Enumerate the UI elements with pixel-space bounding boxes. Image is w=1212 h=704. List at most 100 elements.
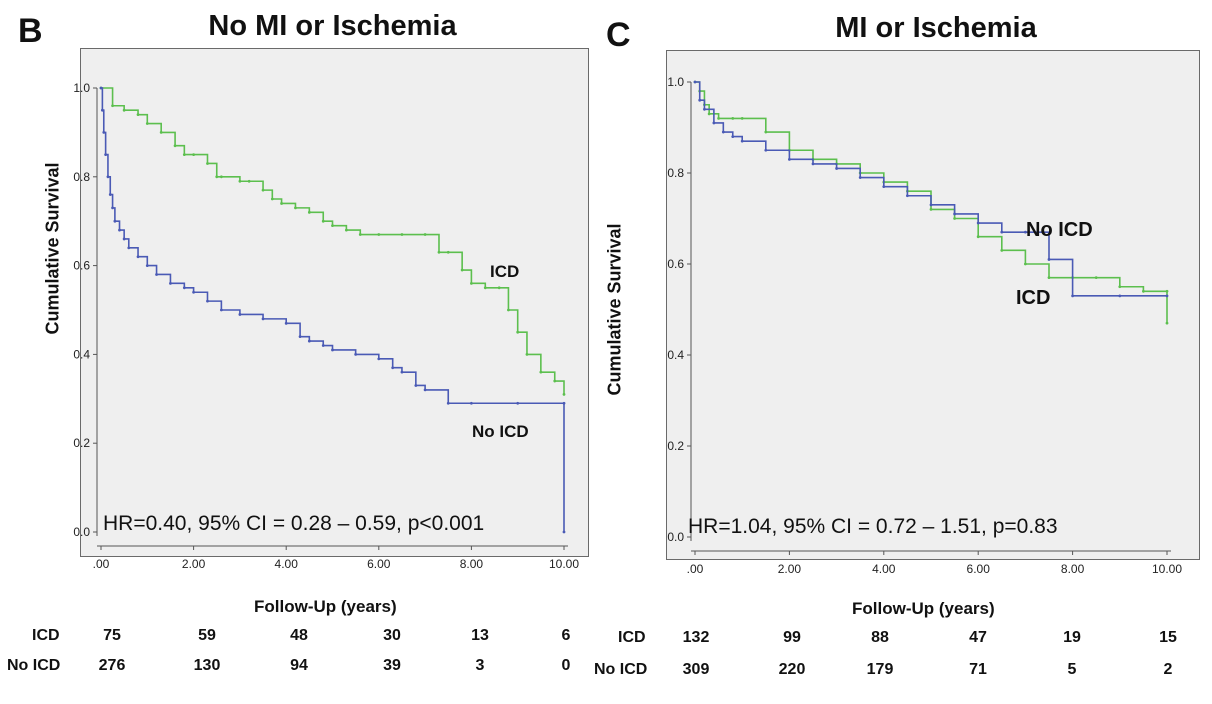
y-tick-label: 0.0 [73, 525, 90, 539]
series-no-icd-censor-mark [446, 401, 450, 405]
series-no-icd-censor-mark [108, 193, 112, 196]
panel-c: C MI or Ischemia Cumulative Survival 0.0… [594, 0, 1212, 704]
series-icd-censor-mark [136, 113, 140, 117]
series-no-icd-censor-mark [261, 317, 265, 321]
series-icd-censor-mark [446, 250, 450, 254]
series-icd-censor-mark [516, 330, 520, 334]
series-icd-censor-mark [261, 188, 265, 192]
series-icd-censor-mark [377, 233, 381, 236]
y-tick-label: 0.6 [73, 259, 90, 273]
series-no-icd-censor-mark [307, 339, 311, 343]
series-icd-censor-mark [247, 179, 251, 183]
series-icd-censor-mark [122, 108, 126, 112]
series-icd-censor-mark [1024, 262, 1027, 266]
risk-value-no-icd: 309 [682, 661, 710, 678]
series-no-icd-censor-mark [400, 370, 404, 374]
series-no-icd-censor-mark [693, 80, 697, 84]
series-no-icd-censor-mark [858, 176, 862, 179]
risk-value-no-icd: 220 [778, 661, 806, 678]
series-icd-censor-mark [1165, 321, 1169, 325]
x-tick-label: 6.00 [367, 557, 391, 571]
risk-value-no-icd: 130 [193, 657, 221, 674]
hazard-ratio-annotation: HR=0.40, 95% CI = 0.28 – 0.59, p<0.001 [103, 512, 485, 535]
series-no-icd-censor-mark [169, 281, 172, 285]
series-no-icd-censor-mark [740, 139, 744, 143]
x-tick-label: .00 [93, 557, 110, 571]
series-icd-censor-mark [976, 235, 980, 239]
risk-row-label-no-icd: No ICD [7, 657, 61, 674]
x-tick-label: 4.00 [275, 557, 299, 571]
series-icd-censor-mark [731, 117, 735, 120]
series-no-icd-censor-mark [136, 255, 140, 259]
series-no-icd-censor-mark [835, 167, 838, 170]
series-icd-censor-mark [423, 233, 427, 236]
y-tick-label: 0.0 [667, 530, 684, 544]
series-no-icd-censor-mark [192, 290, 196, 294]
series-no-icd-censor-mark [354, 353, 358, 356]
series-no-icd-censor-mark [414, 384, 418, 387]
y-tick-label: 0.8 [73, 170, 90, 184]
risk-value-icd: 19 [1063, 629, 1081, 646]
risk-value-icd: 15 [1159, 629, 1177, 646]
series-icd-censor-mark [111, 104, 114, 108]
series-no-icd-curve [695, 81, 1167, 297]
series-icd-censor-mark [764, 130, 768, 134]
series-no-icd-censor-mark [122, 237, 126, 241]
x-tick-label: 10.00 [1152, 562, 1182, 576]
y-tick-label: 0.2 [73, 436, 90, 450]
risk-row-label-icd: ICD [618, 629, 646, 646]
x-axis-label: Follow-Up (years) [254, 597, 397, 616]
series-no-icd-censor-mark [331, 348, 334, 352]
risk-row-label-icd: ICD [32, 627, 60, 644]
series-icd-censor-mark [294, 206, 297, 210]
x-tick-label: 2.00 [182, 557, 206, 571]
series-no-icd-censor-mark [712, 121, 716, 125]
km-plot-c: 0.0 0.2 0.4 0.6 0.8 1.0 .00 2.00 4.00 6.00 8.00 10.… [667, 75, 1182, 576]
series-icd-censor-mark [470, 281, 473, 285]
series-no-icd-censor-mark [391, 366, 395, 370]
series-no-icd-censor-mark [562, 401, 566, 405]
series-icd-censor-mark [219, 175, 223, 179]
panel-letter: B [18, 12, 43, 50]
risk-value-no-icd: 71 [969, 661, 987, 678]
series-icd-censor-mark [707, 112, 711, 116]
series-no-icd-censor-mark [113, 219, 117, 223]
series-icd-censor-mark [1000, 248, 1004, 252]
series-no-icd-censor-mark [145, 264, 149, 267]
series-no-icd-censor-mark [321, 344, 325, 347]
series-icd-censor-mark [238, 179, 242, 183]
series-no-icd-censor-mark [788, 157, 791, 161]
series-icd-censor-mark [953, 217, 956, 220]
series-icd-censor-mark [321, 219, 325, 223]
series-icd-censor-mark [270, 197, 274, 201]
x-tick-label: 10.00 [549, 557, 579, 571]
series-no-icd-censor-mark [1047, 258, 1051, 261]
series-icd-censor-mark [740, 117, 744, 120]
panel-b: B No MI or Ischemia Cumulative Survival … [0, 0, 600, 704]
series-icd-censor-mark [192, 153, 196, 157]
series-no-icd-censor-mark [516, 401, 520, 405]
series-icd-censor-mark [507, 308, 510, 312]
chart-title: No MI or Ischemia [208, 10, 457, 42]
series-icd-censor-mark [717, 117, 720, 120]
series-no-icd-censor-mark [1118, 294, 1122, 298]
series-no-icd-censor-mark [953, 212, 956, 216]
series-icd-censor-mark [358, 233, 362, 236]
curve-label: No ICD [472, 422, 529, 441]
series-no-icd-censor-mark [721, 130, 725, 134]
plot-area [666, 50, 1200, 560]
series-no-icd-curve [101, 87, 565, 532]
x-tick-label: .00 [687, 562, 704, 576]
risk-value-no-icd: 3 [475, 657, 485, 674]
risk-value-no-icd: 39 [383, 657, 401, 674]
y-tick-label: 0.6 [667, 257, 684, 271]
series-icd-censor-mark [344, 228, 348, 232]
y-tick-label: 1.0 [667, 75, 684, 89]
risk-value-icd: 13 [471, 627, 489, 644]
hazard-ratio-annotation: HR=1.04, 95% CI = 0.72 – 1.51, p=0.83 [688, 515, 1058, 538]
series-icd-censor-mark [280, 202, 283, 205]
series-no-icd-censor-mark [102, 131, 106, 134]
risk-value-no-icd: 5 [1067, 661, 1077, 678]
risk-value-no-icd: 276 [98, 657, 126, 674]
series-icd-censor-mark [525, 353, 529, 356]
